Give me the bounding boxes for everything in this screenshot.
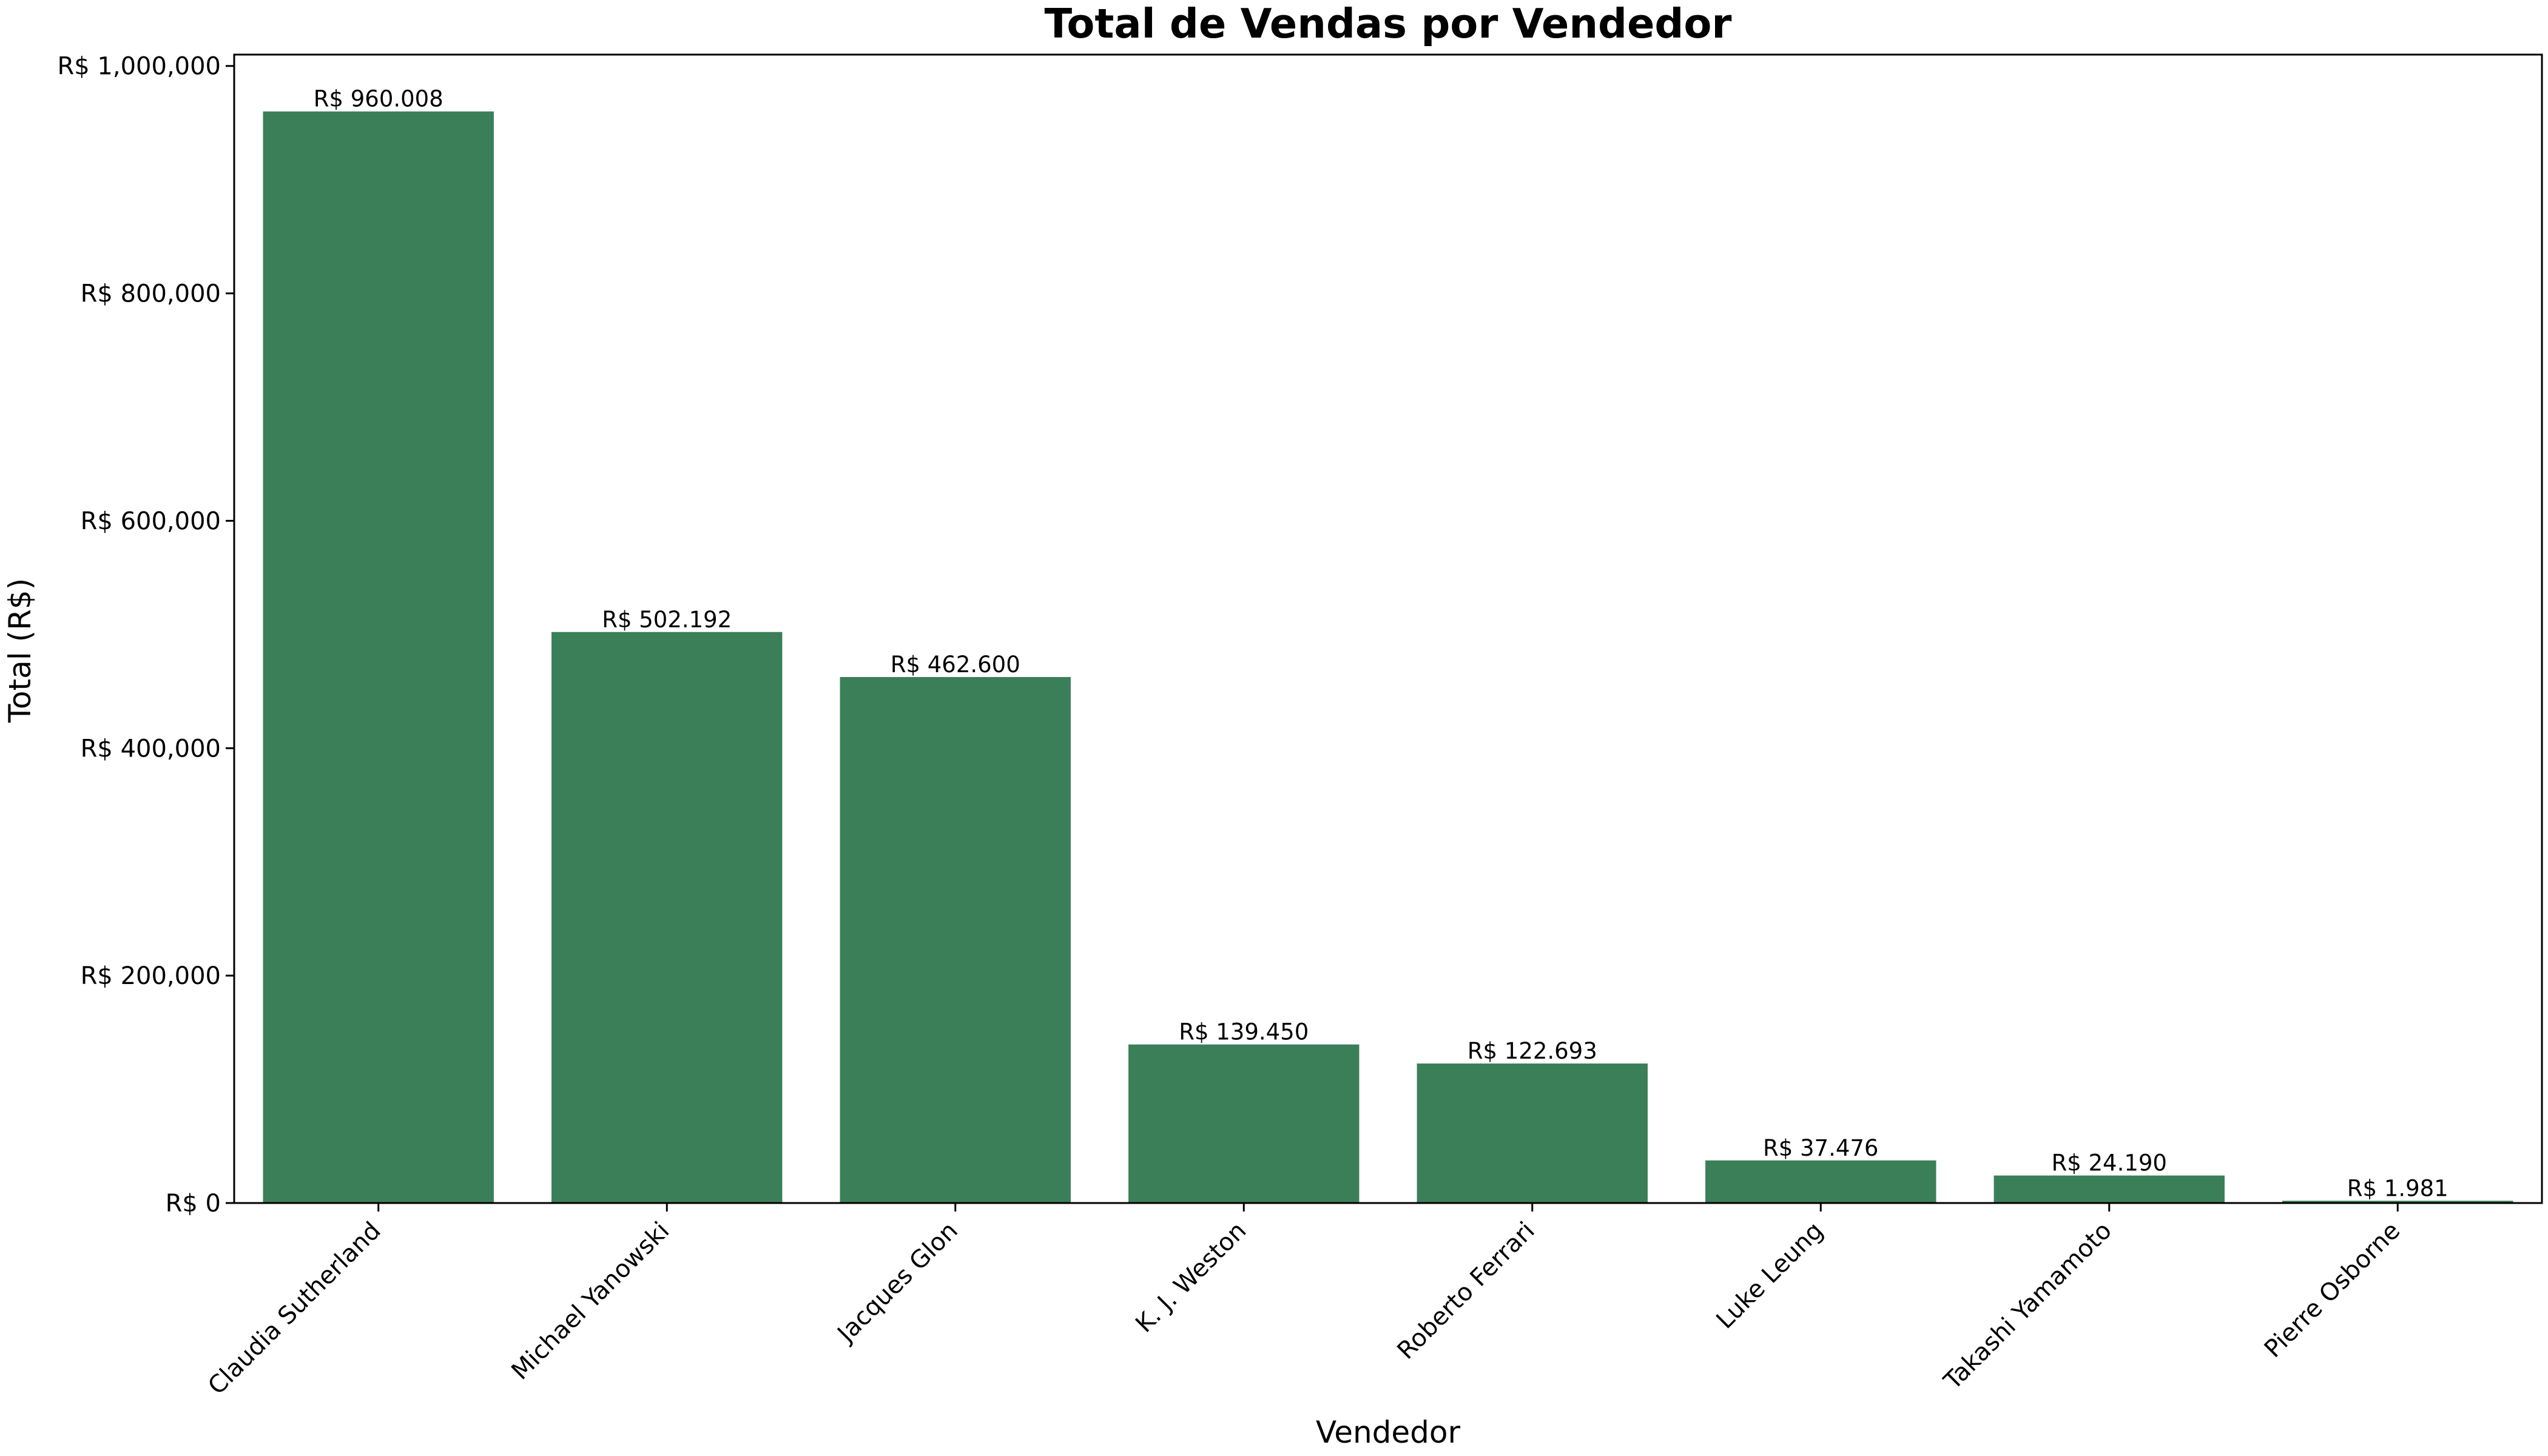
x-tick-label: Claudia Sutherland [203, 1217, 386, 1401]
bar [1417, 1063, 1648, 1203]
x-axis-label: Vendedor [1316, 1415, 1461, 1450]
y-tick-label: R$ 600,000 [81, 507, 221, 535]
data-label: R$ 502.192 [602, 607, 732, 633]
bar [1994, 1175, 2225, 1203]
plot-frame [233, 53, 2543, 1204]
data-labels: R$ 960.008 R$ 502.192 R$ 462.600 R$ 139.450… [314, 86, 2449, 1202]
bars [263, 111, 2513, 1203]
x-tick-label: Takashi Yamamoto [1938, 1217, 2117, 1396]
bar [551, 632, 783, 1203]
bar [840, 676, 1071, 1203]
data-label: R$ 122.693 [1468, 1038, 1597, 1064]
bar [1128, 1044, 1360, 1203]
x-axis: Claudia Sutherland Michael Yanowski Jacque… [203, 1203, 2405, 1400]
data-label: R$ 37.476 [1763, 1135, 1878, 1161]
data-label: R$ 1.981 [2347, 1175, 2449, 1201]
bar [263, 111, 494, 1203]
data-label: R$ 462.600 [891, 652, 1020, 678]
y-tick-label: R$ 0 [166, 1190, 221, 1218]
y-tick-label: R$ 1,000,000 [57, 53, 221, 81]
x-tick-label: Roberto Ferrari [1392, 1217, 1540, 1365]
y-tick-label: R$ 800,000 [81, 280, 221, 308]
bar [1705, 1160, 1936, 1203]
data-label: R$ 960.008 [314, 86, 443, 112]
y-axis-label: Total (R$) [2, 578, 38, 723]
y-axis: R$ 0 R$ 200,000 R$ 400,000 R$ 600,000 R$ 800… [57, 53, 234, 1218]
x-tick-label: Jacques Glon [831, 1217, 963, 1349]
bar [2282, 1201, 2513, 1203]
data-label: R$ 24.190 [2052, 1150, 2167, 1176]
x-tick-label: K. J. Weston [1130, 1217, 1252, 1338]
x-tick-label: Luke Leung [1711, 1217, 1828, 1335]
x-tick-label: Michael Yanowski [506, 1217, 675, 1386]
y-tick-label: R$ 400,000 [81, 735, 221, 763]
x-tick-label: Pierre Osborne [2259, 1217, 2405, 1363]
data-label: R$ 139.450 [1179, 1019, 1309, 1045]
y-tick-label: R$ 200,000 [81, 962, 221, 990]
chart-title: Total de Vendas por Vendedor [1045, 0, 1732, 47]
